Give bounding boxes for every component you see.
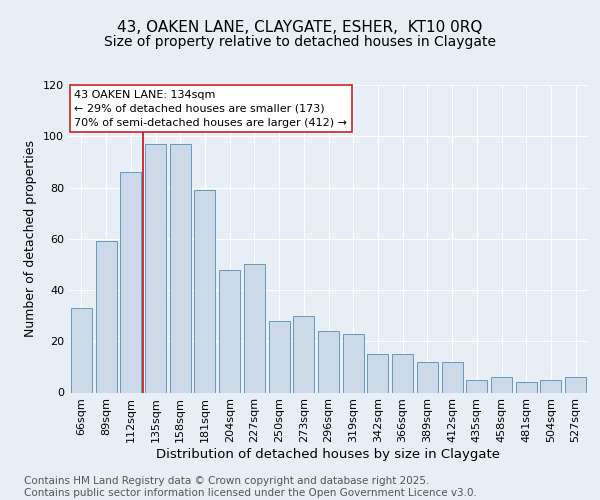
X-axis label: Distribution of detached houses by size in Claygate: Distribution of detached houses by size … bbox=[157, 448, 500, 461]
Text: Size of property relative to detached houses in Claygate: Size of property relative to detached ho… bbox=[104, 35, 496, 49]
Text: Contains HM Land Registry data © Crown copyright and database right 2025.
Contai: Contains HM Land Registry data © Crown c… bbox=[24, 476, 477, 498]
Bar bbox=[269, 321, 290, 392]
Text: 43 OAKEN LANE: 134sqm
← 29% of detached houses are smaller (173)
70% of semi-det: 43 OAKEN LANE: 134sqm ← 29% of detached … bbox=[74, 90, 347, 128]
Bar bbox=[491, 377, 512, 392]
Bar bbox=[541, 380, 562, 392]
Bar bbox=[120, 172, 141, 392]
Text: 43, OAKEN LANE, CLAYGATE, ESHER,  KT10 0RQ: 43, OAKEN LANE, CLAYGATE, ESHER, KT10 0R… bbox=[118, 20, 482, 35]
Bar bbox=[71, 308, 92, 392]
Bar bbox=[516, 382, 537, 392]
Bar bbox=[417, 362, 438, 392]
Bar bbox=[293, 316, 314, 392]
Bar bbox=[244, 264, 265, 392]
Bar bbox=[466, 380, 487, 392]
Bar bbox=[194, 190, 215, 392]
Bar bbox=[367, 354, 388, 393]
Bar bbox=[565, 377, 586, 392]
Bar bbox=[95, 242, 116, 392]
Bar bbox=[343, 334, 364, 392]
Bar bbox=[442, 362, 463, 392]
Bar bbox=[219, 270, 240, 392]
Y-axis label: Number of detached properties: Number of detached properties bbox=[25, 140, 37, 337]
Bar bbox=[392, 354, 413, 393]
Bar bbox=[170, 144, 191, 392]
Bar bbox=[318, 331, 339, 392]
Bar bbox=[145, 144, 166, 392]
